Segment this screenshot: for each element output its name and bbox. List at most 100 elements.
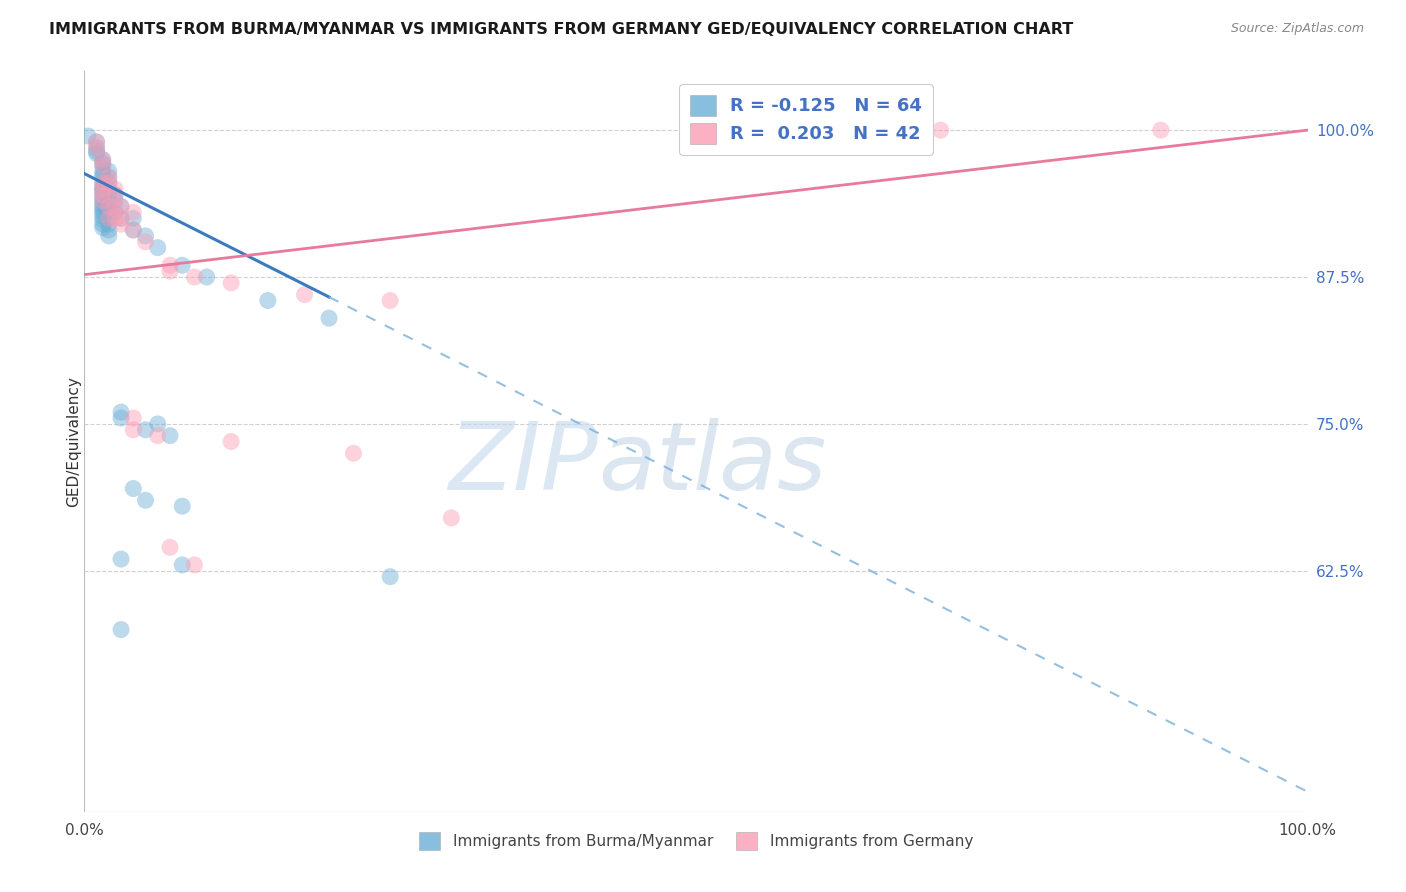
Point [110, 200, 132, 214]
Point [91, 153, 114, 167]
Point [91, 158, 114, 172]
Y-axis label: GED/Equivalency: GED/Equivalency [66, 376, 80, 507]
Point [122, 223, 145, 237]
Point [91, 217, 114, 231]
Point [146, 428, 169, 442]
Point [342, 446, 364, 460]
Point [146, 241, 169, 255]
Point [86, 141, 108, 155]
Point [91, 187, 114, 202]
Point [86, 135, 108, 149]
Point [1150, 123, 1173, 137]
Point [97, 211, 120, 226]
Point [195, 270, 218, 285]
Point [91, 202, 114, 217]
Point [91, 194, 114, 208]
Point [146, 417, 169, 431]
Point [110, 200, 132, 214]
Point [104, 187, 127, 202]
Point [159, 428, 181, 442]
Point [91, 205, 114, 219]
Point [91, 209, 114, 223]
Text: atlas: atlas [598, 418, 827, 509]
Legend: Immigrants from Burma/Myanmar, Immigrants from Germany: Immigrants from Burma/Myanmar, Immigrant… [413, 826, 979, 856]
Text: IMMIGRANTS FROM BURMA/MYANMAR VS IMMIGRANTS FROM GERMANY GED/EQUIVALENCY CORRELA: IMMIGRANTS FROM BURMA/MYANMAR VS IMMIGRA… [49, 22, 1073, 37]
Point [97, 228, 120, 243]
Point [183, 270, 205, 285]
Point [294, 287, 316, 301]
Point [91, 194, 114, 208]
Point [122, 411, 145, 425]
Point [159, 541, 181, 555]
Point [91, 187, 114, 202]
Point [91, 220, 114, 235]
Point [91, 176, 114, 190]
Point [91, 197, 114, 211]
Point [97, 200, 120, 214]
Point [104, 182, 127, 196]
Point [97, 176, 120, 190]
Point [110, 217, 132, 231]
Point [104, 211, 127, 226]
Point [110, 411, 132, 425]
Point [97, 182, 120, 196]
Point [929, 123, 952, 137]
Point [91, 191, 114, 205]
Point [91, 184, 114, 198]
Point [159, 264, 181, 278]
Point [91, 179, 114, 194]
Point [86, 141, 108, 155]
Point [122, 211, 145, 226]
Point [91, 182, 114, 196]
Point [91, 153, 114, 167]
Point [219, 434, 242, 449]
Point [91, 170, 114, 185]
Point [110, 211, 132, 226]
Point [97, 223, 120, 237]
Point [86, 145, 108, 159]
Point [91, 200, 114, 214]
Point [159, 258, 181, 272]
Point [91, 176, 114, 190]
Point [104, 194, 127, 208]
Point [219, 276, 242, 290]
Point [91, 168, 114, 182]
Point [86, 146, 108, 161]
Point [135, 423, 157, 437]
Point [97, 164, 120, 178]
Point [97, 176, 120, 190]
Point [172, 558, 194, 572]
Point [97, 200, 120, 214]
Point [122, 223, 145, 237]
Point [135, 493, 157, 508]
Point [110, 405, 132, 419]
Point [91, 158, 114, 172]
Point [97, 187, 120, 202]
Point [135, 235, 157, 249]
Point [97, 194, 120, 208]
Point [110, 552, 132, 566]
Point [122, 482, 145, 496]
Point [135, 228, 157, 243]
Point [257, 293, 280, 308]
Point [91, 182, 114, 196]
Text: Source: ZipAtlas.com: Source: ZipAtlas.com [1230, 22, 1364, 36]
Point [122, 205, 145, 219]
Point [183, 558, 205, 572]
Point [104, 205, 127, 219]
Point [77, 128, 100, 143]
Point [91, 156, 114, 170]
Point [97, 170, 120, 185]
Point [97, 217, 120, 231]
Point [440, 511, 463, 525]
Point [91, 164, 114, 178]
Point [380, 570, 402, 584]
Point [380, 293, 402, 308]
Point [91, 212, 114, 227]
Point [110, 211, 132, 226]
Point [97, 170, 120, 185]
Point [122, 423, 145, 437]
Point [104, 187, 127, 202]
Point [97, 211, 120, 226]
Point [172, 258, 194, 272]
